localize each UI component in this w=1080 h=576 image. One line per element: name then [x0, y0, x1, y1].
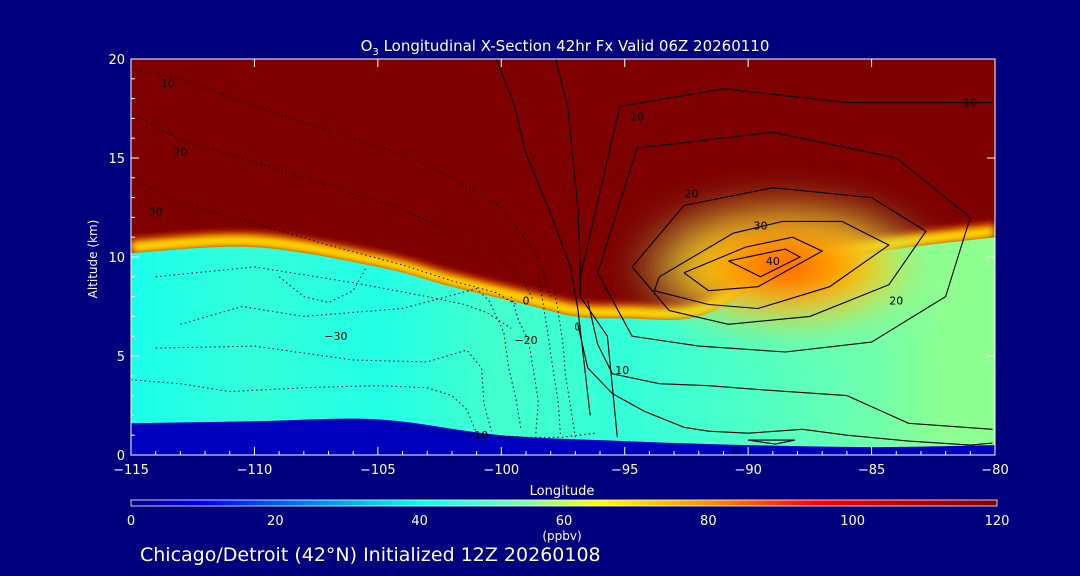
solid-contour — [653, 220, 890, 310]
contour-label: 0 — [522, 295, 529, 308]
colorbar-tick-label: 20 — [267, 514, 284, 529]
footer-initialized-text: Chicago/Detroit (42°N) Initialized 12Z 2… — [140, 544, 601, 566]
contour-label: 0 — [574, 320, 581, 333]
y-axis-label: Altitude (km) — [86, 220, 100, 299]
contour-label: 40 — [766, 255, 780, 268]
solid-contour — [597, 131, 971, 353]
y-tick-label: 0 — [117, 449, 125, 464]
y-tick-label: 5 — [117, 350, 125, 365]
x-tick-label: −80 — [981, 463, 1008, 478]
colorbar-ramp — [131, 500, 997, 506]
plot-area: 10 20 30 −30 −20 −10 0 0 0 10 10 10 20 20 30 40 — [131, 59, 995, 458]
colorbar-frame — [130, 499, 998, 507]
solid-contour — [748, 439, 796, 445]
contour-label: 10 — [161, 77, 175, 90]
x-tick-label: −85 — [858, 463, 885, 478]
dotted-contour — [537, 276, 561, 436]
contour-label: 10 — [630, 110, 644, 123]
contour-label: −20 — [514, 334, 537, 347]
x-tick-label: −90 — [734, 463, 761, 478]
contour-label: −10 — [465, 429, 488, 442]
contour-label: 20 — [684, 188, 698, 201]
dotted-contour — [552, 284, 576, 438]
x-tick-label: −110 — [237, 463, 273, 478]
ozone-maximum — [624, 193, 946, 341]
contour-label: 10 — [615, 364, 629, 377]
contour-label: 30 — [753, 219, 767, 232]
dotted-contour — [131, 68, 552, 297]
dotted-contour — [180, 288, 522, 430]
contour-label: −30 — [324, 330, 347, 343]
chart-title-subscript: 3 — [372, 47, 378, 58]
contour-label: 20 — [889, 295, 903, 308]
colorbar-unit-label: (ppbv) — [542, 529, 581, 543]
chart-title-rest: Longitudinal X-Section 42hr Fx Valid 06Z… — [379, 37, 770, 55]
dotted-contour — [131, 379, 478, 434]
y-tick-label: 10 — [108, 251, 125, 266]
solid-contour — [728, 248, 802, 278]
solid-contour — [587, 300, 993, 430]
colorbar-tick-label: 120 — [985, 514, 1010, 529]
colorbar-tick-label: 40 — [411, 514, 428, 529]
dotted-contour — [377, 424, 596, 438]
contour-label: 20 — [173, 146, 187, 159]
solid-contour — [683, 236, 824, 292]
colorbar-tick-label: 80 — [700, 514, 717, 529]
y-tick-label: 15 — [108, 152, 125, 167]
x-axis-label: Longitude — [530, 484, 595, 499]
x-tick-label: −95 — [611, 463, 638, 478]
contour-label: 30 — [149, 205, 163, 218]
solid-contour — [631, 187, 927, 325]
x-tick-label: −105 — [360, 463, 396, 478]
colorbar-tick-label: 60 — [556, 514, 573, 529]
colorbar-tick-label: 100 — [840, 514, 865, 529]
solid-contour — [495, 59, 591, 416]
dotted-contour — [131, 112, 534, 301]
x-tick-label: −115 — [113, 463, 149, 478]
colorbar-tick-label: 0 — [127, 514, 135, 529]
dotted-contour — [155, 266, 512, 329]
contour-label: 0 — [732, 445, 739, 458]
chart-title-prefix: O — [361, 37, 373, 55]
chart-title: O3 Longitudinal X-Section 42hr Fx Valid … — [361, 37, 770, 58]
solid-contour — [555, 59, 618, 438]
contour-label: 10 — [963, 97, 977, 110]
dotted-contour — [131, 177, 517, 305]
y-tick-label: 20 — [108, 53, 125, 68]
dotted-contour — [155, 345, 492, 432]
solid-contour — [577, 324, 993, 446]
colorbar: 0 20 40 60 80 100 120 — [127, 499, 1010, 529]
boundary-layer-fill — [131, 418, 995, 455]
solid-contour — [579, 88, 993, 277]
x-tick-label: −100 — [483, 463, 519, 478]
